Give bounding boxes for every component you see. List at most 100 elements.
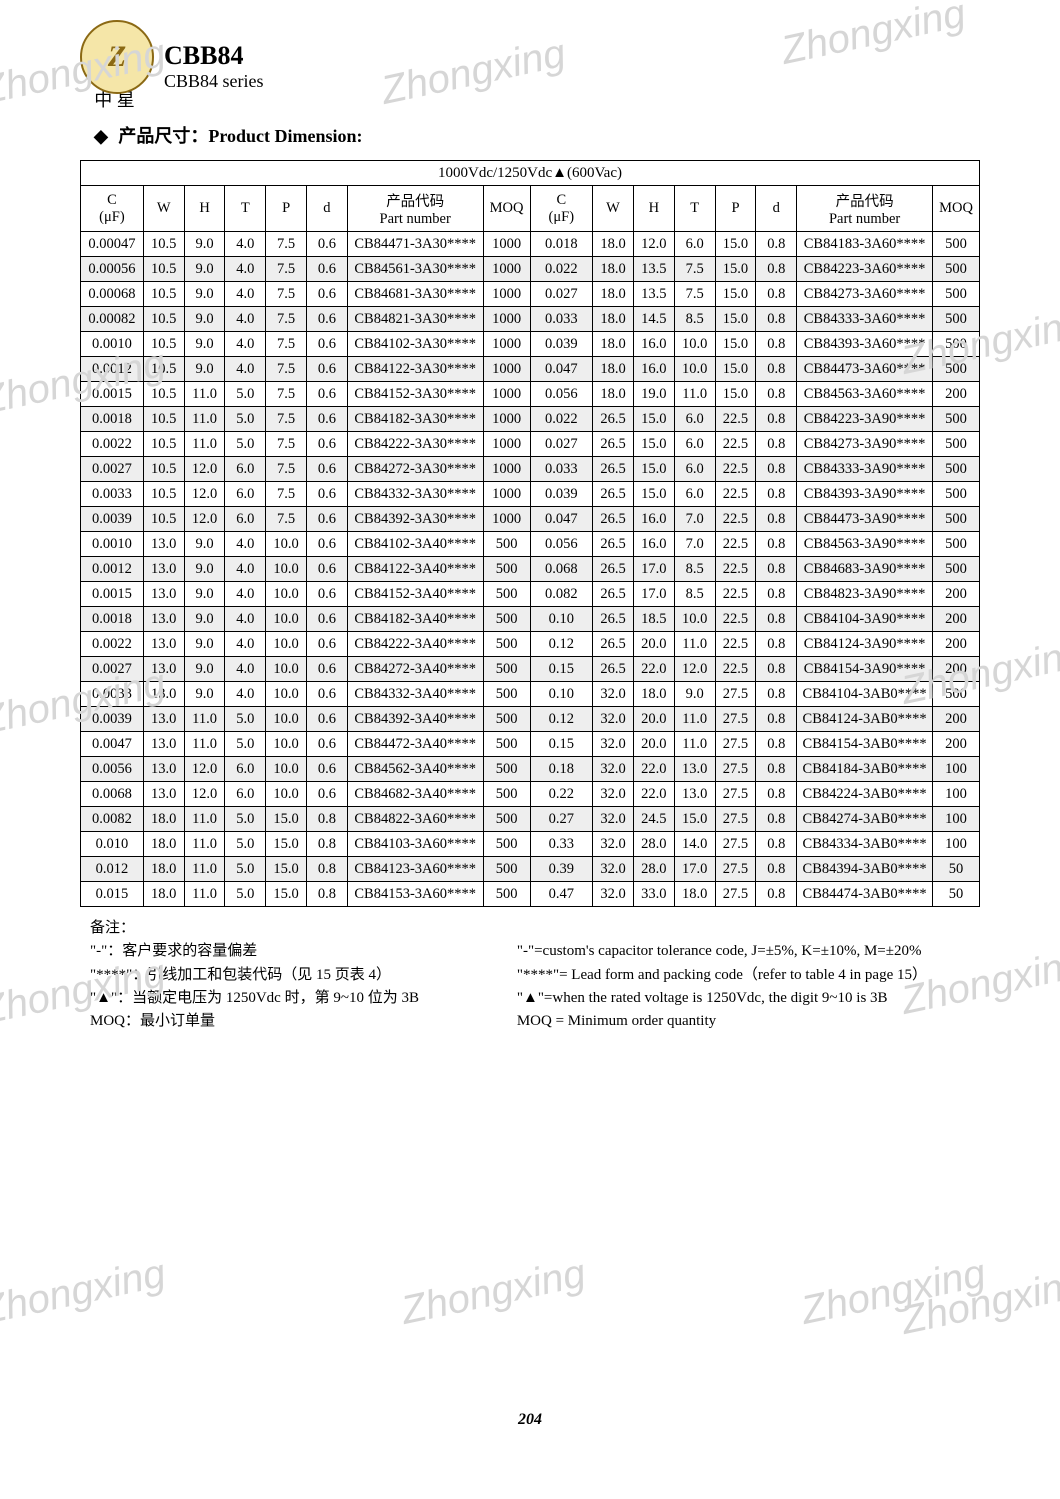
table-cell: 9.0	[184, 682, 225, 707]
table-cell: 27.5	[715, 757, 756, 782]
table-cell: CB84184-3AB0****	[797, 757, 933, 782]
table-cell: 0.8	[756, 507, 797, 532]
table-cell: CB84123-3A60****	[347, 857, 483, 882]
table-cell: 7.5	[266, 232, 307, 257]
table-cell: 500	[483, 582, 530, 607]
table-cell: 32.0	[593, 757, 634, 782]
table-row: 0.004713.011.05.010.00.6CB84472-3A40****…	[81, 732, 980, 757]
table-cell: 10.5	[143, 407, 184, 432]
table-cell: CB84474-3AB0****	[797, 882, 933, 907]
table-cell: 0.0010	[81, 332, 144, 357]
table-cell: 10.5	[143, 307, 184, 332]
column-header: W	[143, 186, 184, 232]
table-cell: 1000	[483, 257, 530, 282]
table-cell: 200	[933, 657, 980, 682]
table-cell: 0.8	[756, 857, 797, 882]
table-cell: 22.5	[715, 557, 756, 582]
table-cell: 0.6	[307, 657, 348, 682]
table-cell: 7.5	[266, 357, 307, 382]
table-cell: 13.0	[143, 732, 184, 757]
table-cell: 4.0	[225, 307, 266, 332]
table-cell: 26.5	[593, 507, 634, 532]
table-cell: 500	[933, 357, 980, 382]
table-cell: 20.0	[633, 632, 674, 657]
table-cell: 10.0	[266, 757, 307, 782]
table-cell: CB84823-3A90****	[797, 582, 933, 607]
table-cell: 500	[483, 882, 530, 907]
table-cell: 10.0	[266, 532, 307, 557]
table-cell: 0.6	[307, 682, 348, 707]
notes-right-list: "-"=custom's capacitor tolerance code, J…	[517, 940, 980, 1033]
logo-z-letter: Z	[108, 40, 126, 74]
table-cell: 0.8	[756, 257, 797, 282]
table-cell: CB84681-3A30****	[347, 282, 483, 307]
table-cell: CB84392-3A30****	[347, 507, 483, 532]
table-cell: 0.0018	[81, 407, 144, 432]
table-cell: 33.0	[633, 882, 674, 907]
table-cell: 9.0	[184, 332, 225, 357]
table-cell: 100	[933, 782, 980, 807]
table-cell: CB84821-3A30****	[347, 307, 483, 332]
table-cell: 4.0	[225, 357, 266, 382]
table-cell: 0.00047	[81, 232, 144, 257]
table-cell: 15.0	[633, 407, 674, 432]
table-cell: 0.027	[530, 432, 593, 457]
table-cell: 0.018	[530, 232, 593, 257]
table-cell: 0.0056	[81, 757, 144, 782]
table-cell: CB84561-3A30****	[347, 257, 483, 282]
table-cell: 11.0	[184, 382, 225, 407]
table-cell: 22.5	[715, 632, 756, 657]
table-cell: 0.8	[756, 582, 797, 607]
table-cell: 4.0	[225, 282, 266, 307]
table-row: 0.002713.09.04.010.00.6CB84272-3A40****5…	[81, 657, 980, 682]
table-cell: 0.8	[756, 707, 797, 732]
table-cell: 9.0	[184, 582, 225, 607]
table-cell: 500	[483, 857, 530, 882]
table-cell: 4.0	[225, 532, 266, 557]
table-cell: 500	[483, 757, 530, 782]
table-cell: 26.5	[593, 632, 634, 657]
table-cell: 0.6	[307, 757, 348, 782]
table-cell: 500	[933, 507, 980, 532]
table-cell: 7.5	[266, 332, 307, 357]
table-cell: 6.0	[225, 482, 266, 507]
table-cell: 32.0	[593, 857, 634, 882]
table-cell: 5.0	[225, 857, 266, 882]
table-cell: 50	[933, 882, 980, 907]
table-cell: CB84272-3A30****	[347, 457, 483, 482]
table-cell: 0.8	[756, 732, 797, 757]
table-row: 0.002210.511.05.07.50.6CB84222-3A30****1…	[81, 432, 980, 457]
table-cell: 7.5	[266, 432, 307, 457]
table-cell: CB84154-3AB0****	[797, 732, 933, 757]
table-cell: 500	[483, 832, 530, 857]
table-cell: 27.5	[715, 682, 756, 707]
table-cell: 0.0033	[81, 682, 144, 707]
table-cell: 27.5	[715, 732, 756, 757]
table-cell: CB84224-3AB0****	[797, 782, 933, 807]
table-cell: CB84152-3A40****	[347, 582, 483, 607]
table-row: 0.006813.012.06.010.00.6CB84682-3A40****…	[81, 782, 980, 807]
table-cell: CB84334-3AB0****	[797, 832, 933, 857]
table-cell: 24.5	[633, 807, 674, 832]
table-cell: 11.0	[184, 857, 225, 882]
table-cell: 27.5	[715, 857, 756, 882]
table-cell: CB84682-3A40****	[347, 782, 483, 807]
table-cell: 7.5	[266, 482, 307, 507]
table-cell: 0.8	[756, 332, 797, 357]
table-cell: 1000	[483, 332, 530, 357]
table-cell: 4.0	[225, 607, 266, 632]
note-line: "▲"：当额定电压为 1250Vdc 时，第 9~10 位为 3B	[90, 987, 507, 1010]
table-cell: 500	[933, 282, 980, 307]
table-cell: 18.0	[593, 307, 634, 332]
table-cell: CB84182-3A30****	[347, 407, 483, 432]
table-cell: 4.0	[225, 557, 266, 582]
table-row: 0.01018.011.05.015.00.8CB84103-3A60****5…	[81, 832, 980, 857]
table-cell: 0.010	[81, 832, 144, 857]
table-cell: 0.15	[530, 657, 593, 682]
table-cell: 12.0	[633, 232, 674, 257]
table-cell: CB84333-3A60****	[797, 307, 933, 332]
title-block: CBB84 CBB84 series	[164, 41, 264, 92]
table-cell: 100	[933, 807, 980, 832]
column-header: d	[307, 186, 348, 232]
table-cell: 10.0	[266, 707, 307, 732]
